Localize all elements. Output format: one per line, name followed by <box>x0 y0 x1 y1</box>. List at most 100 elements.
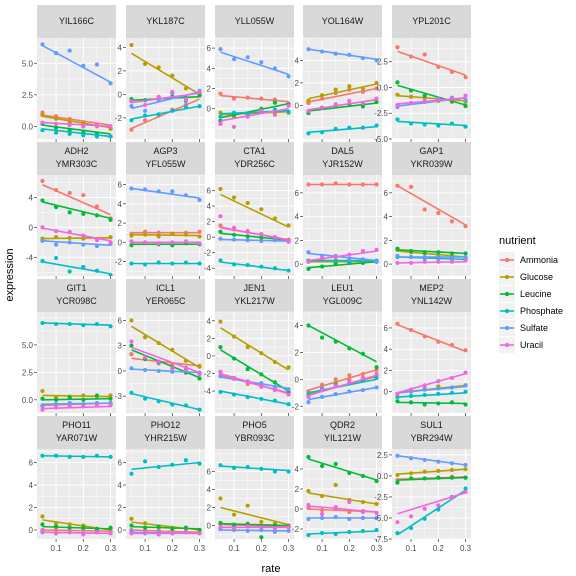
data-point-sulfate <box>218 236 223 241</box>
data-point-uracil <box>374 510 379 516</box>
data-point-uracil <box>422 506 427 511</box>
x-tick-label: 0.3 <box>105 544 117 553</box>
facet-strip <box>37 5 116 38</box>
y-tick-label: -2 <box>115 114 123 123</box>
data-point-leucine <box>395 246 400 251</box>
facet-strip <box>392 279 471 312</box>
data-point-leucine <box>81 397 86 402</box>
fit-line-phosphate <box>42 454 111 458</box>
y-tick-label: 2 <box>384 236 389 245</box>
panel-background <box>37 312 116 413</box>
data-point-glucose <box>170 231 175 236</box>
y-tick-label: 0 <box>295 260 300 269</box>
y-tick-label: 4 <box>118 43 123 52</box>
data-point-ammonia <box>259 96 264 101</box>
data-point-uracil <box>286 392 291 397</box>
fit-line-sulfate <box>131 187 200 199</box>
facet-strip <box>37 416 116 449</box>
data-point-ammonia <box>449 219 455 224</box>
facet-strip-label: GIT1 <box>66 283 86 293</box>
data-point-leucine <box>347 470 352 476</box>
data-point-sulfate <box>319 515 325 521</box>
data-point-leucine <box>422 250 427 255</box>
fit-line-phosphate <box>131 461 200 471</box>
data-point-sulfate <box>449 461 455 466</box>
data-point-ammonia <box>231 96 237 101</box>
data-point-uracil <box>53 229 59 234</box>
data-point-phosphate <box>463 124 468 129</box>
data-point-phosphate <box>142 113 148 118</box>
data-point-uracil <box>319 105 325 110</box>
panel-background <box>303 38 382 139</box>
x-tick-label: 0.1 <box>51 544 63 553</box>
data-point-sulfate <box>449 385 455 390</box>
panel-data <box>218 186 291 273</box>
fit-line-leucine <box>397 249 466 255</box>
y-tick-label: 0 <box>118 90 123 99</box>
data-point-glucose <box>67 235 72 240</box>
y-tick-label: 4 <box>118 481 123 490</box>
data-point-leucine <box>463 475 468 480</box>
data-point-uracil <box>67 229 72 234</box>
fit-line-ammonia <box>308 87 377 103</box>
y-tick-label: 0 <box>207 105 212 114</box>
data-point-glucose <box>360 499 366 505</box>
data-point-uracil <box>436 379 441 384</box>
data-point-phosphate <box>347 529 352 535</box>
facet-strip-label: JEN1 <box>243 283 265 293</box>
fit-line-ammonia <box>397 50 466 76</box>
facet-strip <box>126 142 205 175</box>
data-point-glucose <box>245 503 250 508</box>
y-tick-label: 4 <box>384 213 389 222</box>
data-point-phosphate <box>218 114 223 119</box>
data-point-phosphate <box>245 263 250 268</box>
data-point-glucose <box>40 514 45 519</box>
data-point-phosphate <box>395 531 400 536</box>
data-point-leucine <box>360 351 366 356</box>
y-tick-label: 2 <box>295 236 300 245</box>
y-tick-label: 5.0 <box>22 59 34 68</box>
data-point-sulfate <box>408 456 414 461</box>
data-point-sulfate <box>463 383 468 388</box>
data-point-ammonia <box>129 351 134 357</box>
fit-line-uracil <box>131 92 200 104</box>
data-point-uracil <box>395 260 400 266</box>
data-point-phosphate <box>67 321 72 327</box>
data-point-phosphate <box>170 108 175 113</box>
facet-strip-label: QDR2 <box>330 420 355 430</box>
facet-panel: MEP2 YNL142W 0 2 4 6 <box>384 279 471 416</box>
data-point-phosphate <box>449 121 455 126</box>
data-point-leucine <box>197 93 202 98</box>
data-point-phosphate <box>436 507 441 512</box>
data-point-glucose <box>53 116 59 121</box>
facet-strip <box>126 5 205 38</box>
y-tick-label: 6 <box>295 189 300 198</box>
data-point-uracil <box>360 248 366 254</box>
data-point-ammonia <box>463 75 468 80</box>
y-tick-label: 6 <box>118 316 123 325</box>
data-point-uracil <box>67 123 72 128</box>
data-point-phosphate <box>129 261 134 266</box>
data-point-ammonia <box>319 96 325 101</box>
fit-line-phosphate <box>220 261 289 272</box>
data-point-glucose <box>306 488 311 494</box>
data-point-leucine <box>81 211 86 217</box>
data-point-phosphate <box>422 516 427 521</box>
data-point-sulfate <box>333 392 338 397</box>
data-point-phosphate <box>245 395 250 400</box>
y-tick-label: 0 <box>295 505 300 514</box>
data-point-phosphate <box>374 527 379 533</box>
fit-line-uracil <box>397 96 466 105</box>
data-point-leucine <box>436 250 441 255</box>
data-point-sulfate <box>374 385 379 390</box>
data-point-leucine <box>231 356 237 361</box>
data-point-ammonia <box>81 193 86 198</box>
data-point-uracil <box>67 530 72 535</box>
data-point-glucose <box>170 73 175 78</box>
fit-line-sulfate <box>308 48 377 61</box>
data-point-sulfate <box>347 257 352 262</box>
facet-panel: ICL1 YER065C -3 0 3 6 <box>115 279 205 416</box>
y-tick-label: -2 <box>292 525 300 534</box>
facet-panel: DAL5 YJR152W 0 2 4 6 <box>295 142 382 279</box>
legend-key-point <box>504 308 510 314</box>
